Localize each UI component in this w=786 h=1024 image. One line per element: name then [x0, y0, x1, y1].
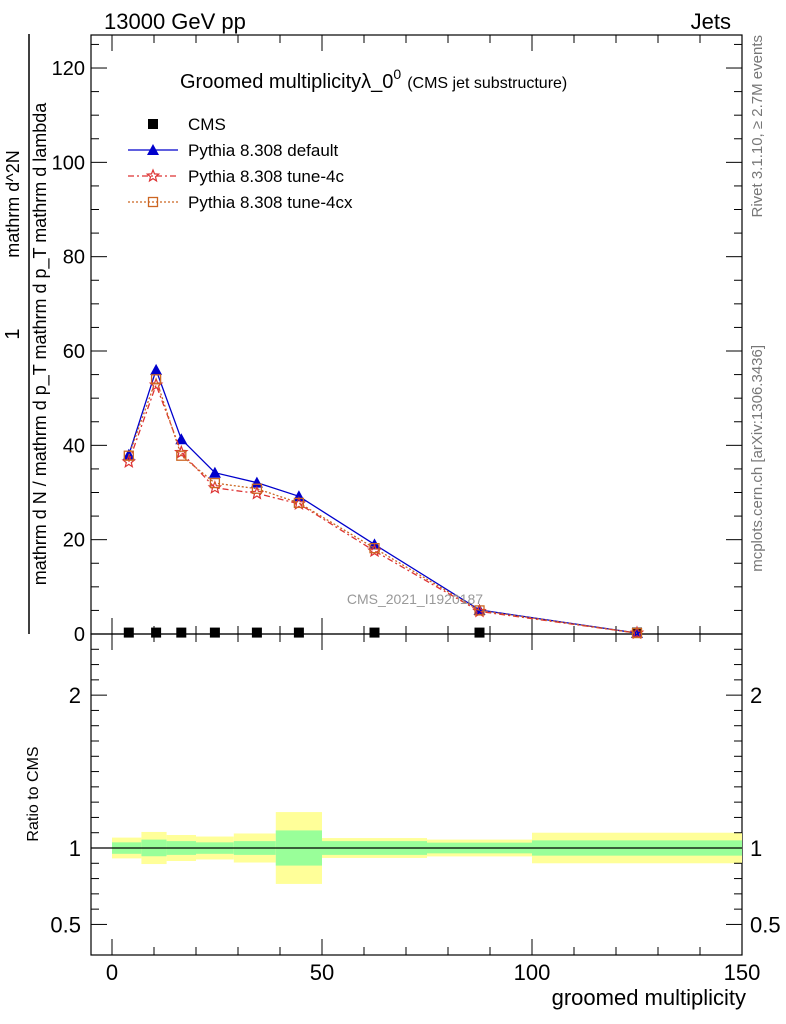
series-3-point-2: [176, 450, 187, 461]
main-ylabel-top: mathrm d^2N: [3, 150, 23, 257]
ratio-ytick-label-2: 2: [69, 683, 81, 708]
main-ylabel-denominator: mathrm d N / mathrm d p_T mathrm d p_T m…: [30, 102, 51, 585]
watermark: CMS_2021_I1920187: [347, 591, 483, 607]
main-ytick-label-20: 20: [63, 530, 85, 552]
series-3-point-7: [474, 605, 485, 616]
ratio-axis-ticks: 0.5 0.5 1 1 2 2 0 50 100 150: [50, 634, 781, 985]
x-tick-label-1: 50: [310, 960, 334, 985]
legend: CMS Pythia 8.308 default Pythia 8.308 tune…: [128, 115, 353, 212]
series-line-2: [128, 383, 638, 634]
main-ytick-label-100: 100: [52, 152, 85, 174]
series-0-point-7: [474, 627, 485, 638]
series-0-point-3: [209, 627, 220, 638]
ratio-panel-frame: [90, 633, 743, 956]
mcplots-label: mcplots.cern.ch [arXiv:1306.3436]: [749, 345, 766, 572]
main-ytick-label-80: 80: [63, 247, 85, 269]
chart-title: Groomed multiplicityλ_00 (CMS jet substru…: [180, 66, 567, 93]
x-tick-label-3: 150: [724, 960, 761, 985]
x-tick-label-0: 0: [106, 960, 118, 985]
rivet-label: Rivet 3.1.10, ≥ 2.7M events: [749, 35, 766, 218]
main-ytick-label-0: 0: [74, 624, 85, 646]
series-3-point-3: [209, 477, 221, 489]
ratio-ytick-label-right-1: 1: [750, 836, 762, 861]
x-axis-label: groomed multiplicity: [552, 985, 746, 1010]
series-1-point-3: [208, 466, 221, 478]
series-3-point-8: [631, 627, 643, 639]
ratio-ylabel: Ratio to CMS: [25, 746, 42, 841]
legend-marker-0: [148, 119, 158, 129]
chart-title-sup: 0: [393, 66, 401, 82]
main-ytick-label-60: 60: [63, 341, 85, 363]
series-0-point-2: [176, 627, 187, 638]
ratio-ytick-label-1: 1: [69, 836, 81, 861]
series-1-point-1: [150, 363, 163, 375]
series-0-point-1: [151, 627, 162, 638]
legend-label-1: Pythia 8.308 default: [188, 141, 339, 160]
x-tick-label-2: 100: [514, 960, 551, 985]
series-3-point-4: [251, 483, 263, 494]
series-3-point-1: [150, 374, 162, 385]
ratio-ytick-label-right-0: 0.5: [750, 912, 781, 937]
main-ytick-label-120: 120: [52, 58, 85, 80]
series-3-point-5: [293, 497, 305, 509]
main-ylabel-numerator: 1: [2, 328, 24, 339]
legend-label-2: Pythia 8.308 tune-4c: [188, 167, 344, 186]
series-0: [123, 627, 642, 638]
legend-marker-1: [147, 144, 159, 155]
series-3: [123, 374, 643, 639]
legend-label-0: CMS: [188, 115, 226, 134]
legend-marker-3: [147, 196, 159, 208]
ratio-ytick-label-right-2: 2: [750, 683, 762, 708]
series-0-point-0: [123, 627, 134, 638]
series-0-point-6: [369, 627, 380, 638]
chart-title-main: Groomed multiplicityλ_0: [180, 71, 393, 93]
series-line-3: [128, 377, 638, 634]
series-0-point-5: [293, 627, 304, 638]
chart-title-sub: (CMS jet substructure): [407, 75, 567, 92]
energy-label: 13000 GeV pp: [104, 9, 246, 34]
ratio-ytick-label-0: 0.5: [50, 912, 81, 937]
legend-marker-2: [145, 168, 161, 183]
main-ytick-label-40: 40: [63, 435, 85, 457]
series-0-point-4: [251, 627, 262, 638]
series-layer: [121, 363, 645, 640]
series-1-point-2: [175, 433, 188, 445]
series-3-point-6: [369, 543, 380, 554]
process-label: Jets: [691, 9, 731, 34]
series-3-point-0: [123, 450, 134, 461]
main-ylabel: 1 mathrm d N / mathrm d p_T mathrm d p_T…: [2, 34, 51, 634]
legend-label-3: Pythia 8.308 tune-4cx: [188, 193, 353, 212]
